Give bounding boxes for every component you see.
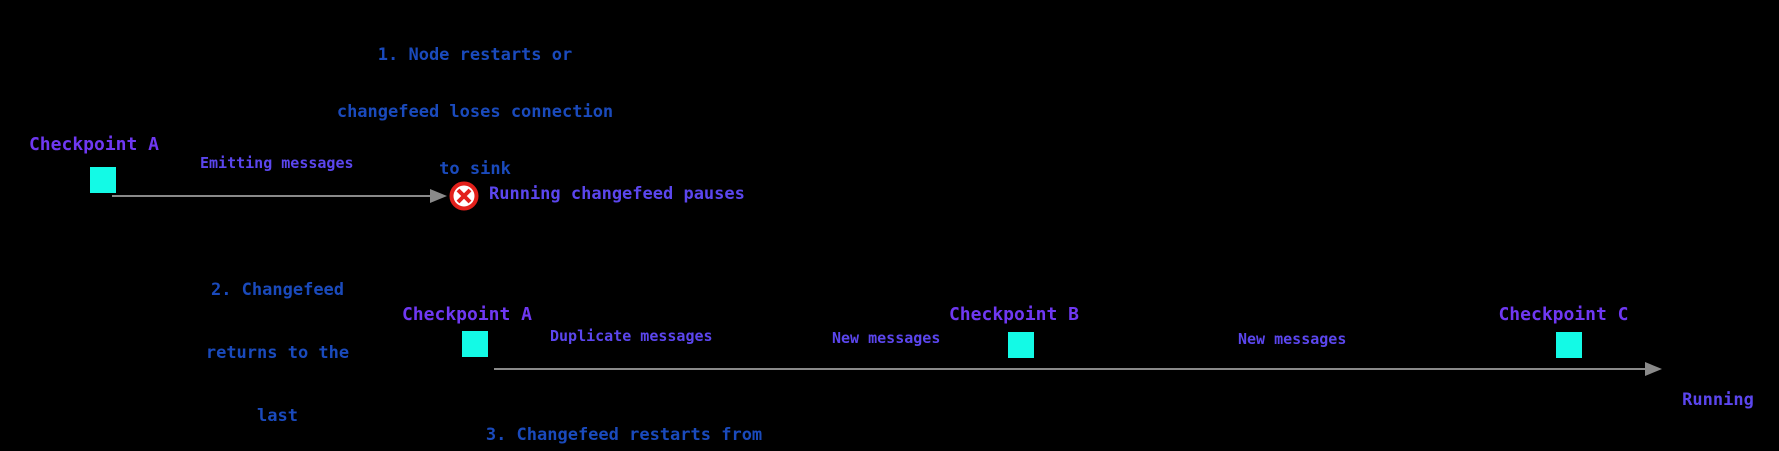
step2-note-line: returns to the (205, 343, 350, 363)
checkpoint-marker (90, 167, 116, 193)
running-changefeed-pauses-label: Running changefeed pauses (489, 184, 745, 204)
step2-note-line: 2. Changefeed (210, 280, 345, 300)
step2-note-line: last (257, 406, 298, 426)
step1-note-line: to sink (439, 159, 511, 179)
timeline1-arrow-line (112, 195, 434, 197)
timeline1-arrowhead (430, 189, 447, 203)
changefeed-pause-circle-x-icon (449, 181, 479, 211)
emitting-messages-label: Emitting messages (200, 154, 354, 172)
duplicate-messages-label: Duplicate messages (550, 327, 713, 345)
timeline1-checkpoint-a-label: Checkpoint A (28, 134, 160, 155)
timeline2-checkpoint-c-label: Checkpoint C (1498, 304, 1629, 325)
new-messages-label: New messages (1238, 330, 1347, 348)
step3-note-line: 3. Changefeed restarts from (485, 425, 763, 445)
resume-label-line: Running (1682, 390, 1754, 410)
step1-note-line: 1. Node restarts or (377, 45, 573, 65)
step3-note: 3. Changefeed restarts from last checkpo… (478, 383, 770, 451)
new-messages-label: New messages (832, 329, 941, 347)
step1-note-line: changefeed loses connection (336, 102, 614, 122)
timeline2-checkpoint-b-label: Checkpoint B (948, 304, 1080, 325)
checkpoint-marker (462, 331, 488, 357)
timeline2-arrowhead (1645, 362, 1662, 376)
step1-note: 1. Node restarts or changefeed loses con… (330, 8, 620, 217)
running-changefeed-resumes-label: Running changefeed resumes (1662, 348, 1774, 451)
checkpoint-marker (1556, 332, 1582, 358)
timeline2-checkpoint-a-label: Checkpoint A (401, 304, 533, 325)
checkpoint-marker (1008, 332, 1034, 358)
timeline2-arrow-line (494, 368, 1646, 370)
step2-note: 2. Changefeed returns to the last checkp… (180, 238, 375, 451)
